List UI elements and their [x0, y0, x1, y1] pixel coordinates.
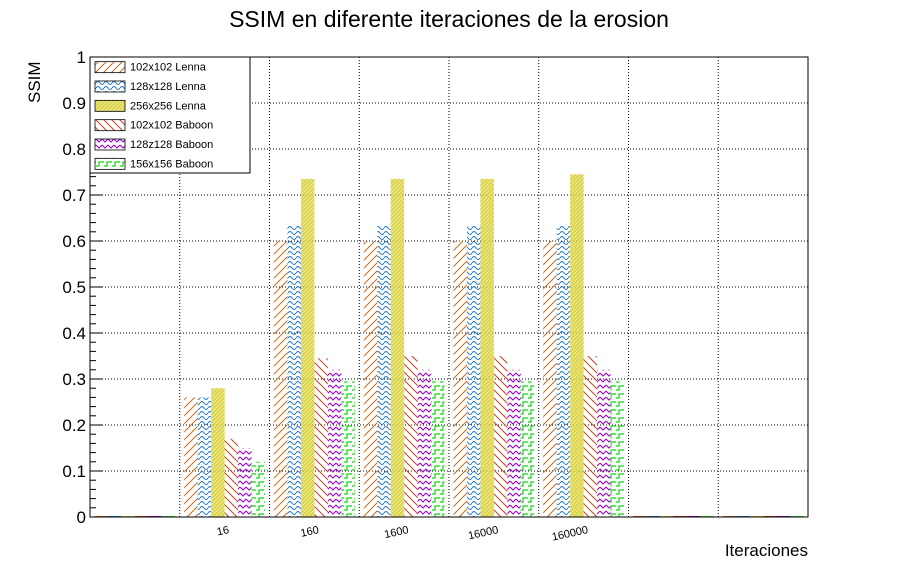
y-tick-label: 0.4	[62, 324, 86, 343]
bar	[377, 224, 391, 517]
bar	[197, 397, 212, 517]
bar	[211, 388, 225, 517]
x-tick-label: 1600	[383, 524, 409, 541]
y-tick-label: 0.3	[62, 370, 86, 389]
bar	[417, 369, 432, 517]
bar	[363, 241, 378, 517]
bar	[273, 241, 288, 517]
legend-label: 102x102 Baboon	[130, 120, 213, 132]
y-tick-label: 0	[77, 508, 86, 527]
y-tick-label: 0.8	[62, 140, 86, 159]
legend-label: 156x156 Baboon	[130, 158, 213, 170]
legend-swatch	[94, 80, 126, 93]
x-tick-label: 16	[216, 524, 230, 538]
bar	[341, 381, 355, 517]
y-tick-label: 0.9	[62, 94, 86, 113]
legend-label: 128x128 Lenna	[130, 81, 207, 93]
legend-swatch	[94, 157, 126, 170]
axes-layer: 0 0.1 0.2 0.3 0.4 0.5 0.6 0.7 0.8 0.9 1 16 160 1600 16…	[62, 48, 809, 544]
bar	[466, 224, 481, 517]
bar	[520, 381, 535, 517]
bar	[493, 356, 508, 517]
bar	[453, 241, 467, 517]
legend-label: 128z128 Baboon	[130, 139, 213, 151]
bar	[314, 358, 328, 517]
bar	[238, 448, 252, 517]
bar	[287, 224, 301, 517]
legend-swatch	[94, 138, 126, 151]
bar	[597, 369, 611, 517]
legend: 102x102 Lenna 128x128 Lenna 256x256 Lenna 1…	[89, 56, 251, 174]
y-tick-label: 0.7	[62, 186, 86, 205]
x-tick-label: 16000	[467, 524, 499, 542]
bar	[390, 178, 405, 517]
legend-swatch	[94, 61, 126, 74]
legend-swatch	[94, 99, 126, 112]
y-tick-label: 0.2	[62, 416, 86, 435]
bar	[300, 178, 315, 517]
bar	[556, 224, 571, 517]
y-tick-label: 0.1	[62, 462, 86, 481]
bar	[610, 381, 625, 517]
x-axis-title: Iteraciones	[725, 541, 808, 560]
x-tick-label: 160000	[551, 524, 589, 543]
y-tick-label: 0.5	[62, 278, 86, 297]
bar	[224, 438, 239, 517]
bar	[404, 356, 418, 517]
bar	[570, 174, 584, 518]
bars-layer	[94, 174, 804, 518]
y-tick-label: 1	[77, 48, 86, 67]
bar	[431, 381, 445, 517]
bar	[480, 178, 494, 517]
y-axis-title: SSIM	[25, 61, 44, 103]
x-tick-label: 160	[300, 524, 320, 540]
bar	[327, 369, 342, 517]
bar	[251, 461, 266, 517]
bar	[583, 356, 598, 517]
legend-label: 102x102 Lenna	[130, 62, 207, 74]
y-tick-label: 0.6	[62, 232, 86, 251]
bar	[184, 397, 198, 517]
legend-label: 256x256 Lenna	[130, 100, 207, 112]
chart-title: SSIM en diferente iteraciones de la eros…	[229, 6, 669, 32]
legend-swatch	[94, 119, 126, 132]
bar	[543, 241, 557, 517]
bar	[507, 369, 521, 517]
legend-box	[89, 56, 251, 174]
